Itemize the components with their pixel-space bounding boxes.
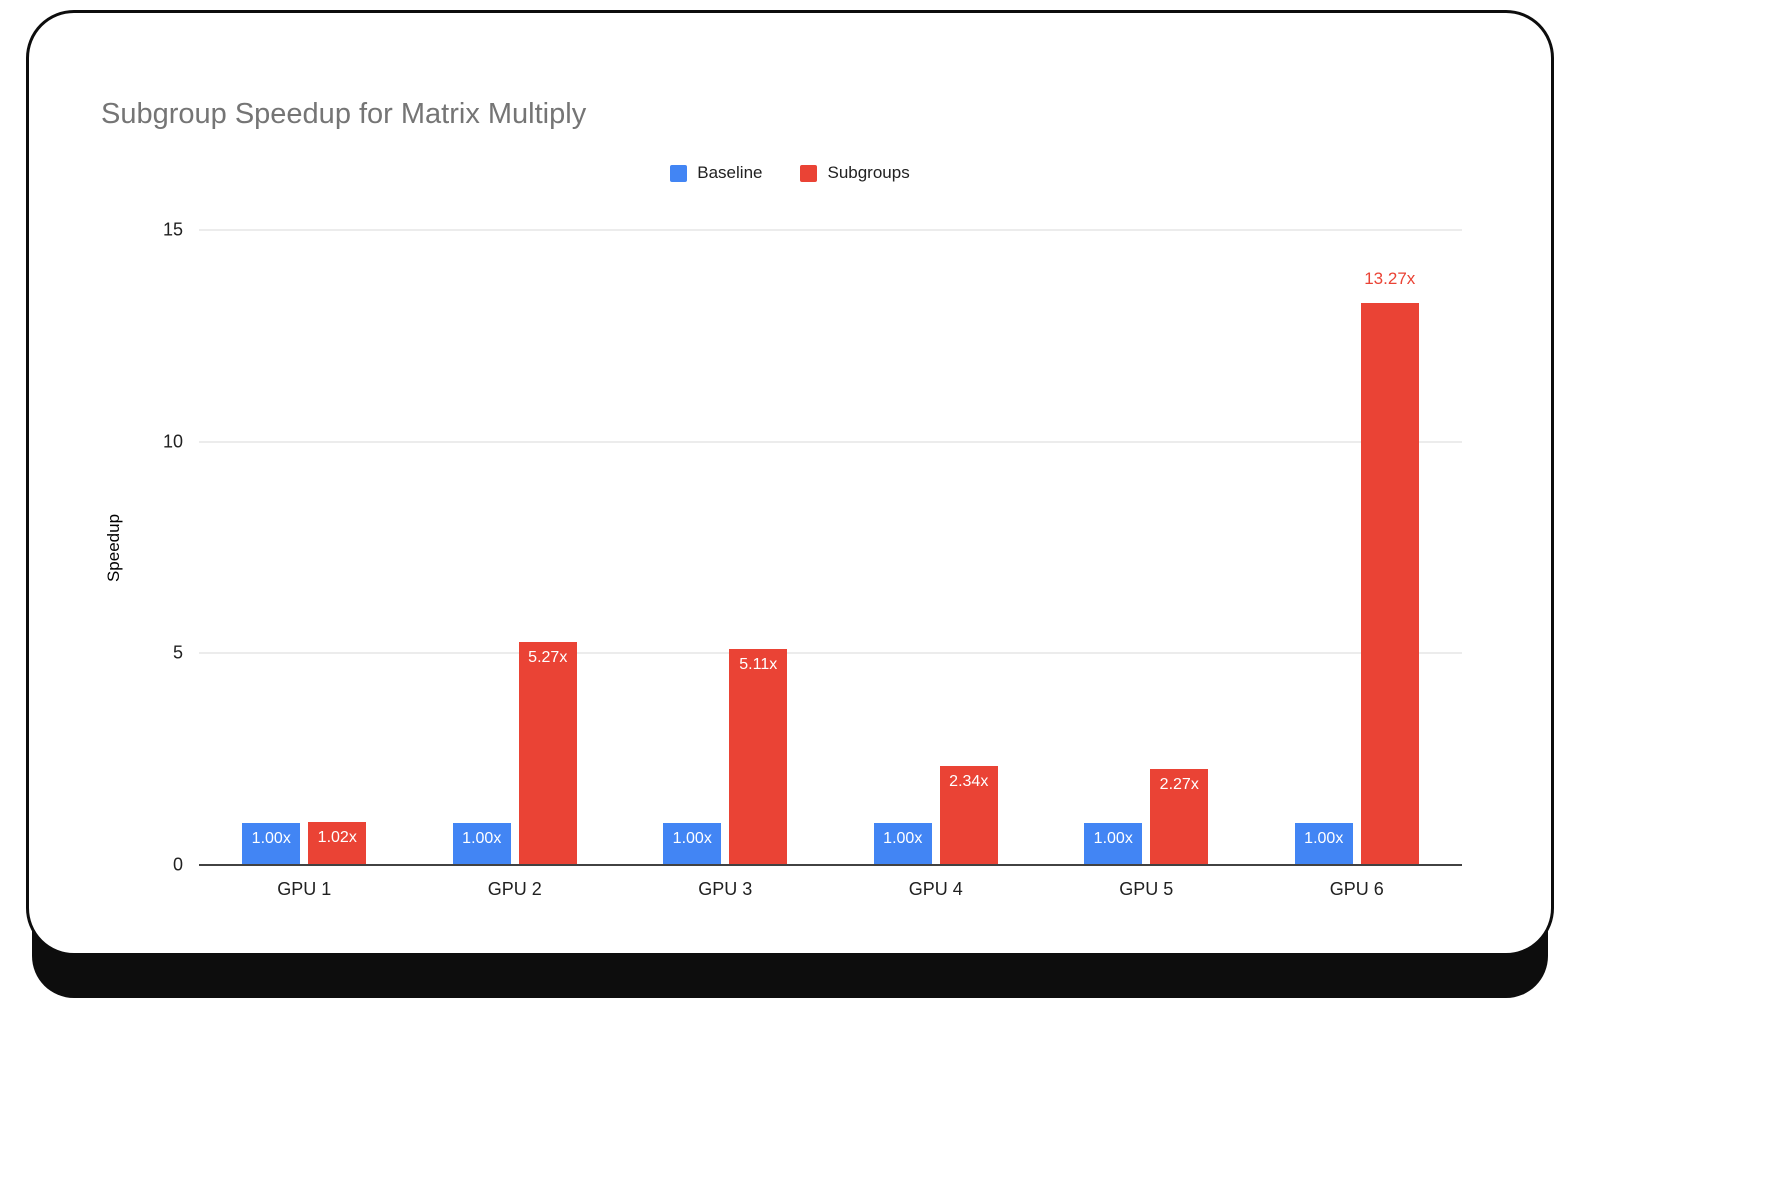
- bar-baseline-gpu-1: 1.00x: [242, 822, 301, 865]
- bar-value-label-baseline-gpu-6: 1.00x: [1304, 829, 1344, 847]
- bar-group-gpu-2: 1.00x 5.27x: [410, 230, 621, 865]
- bar-subgroups-gpu-4: 2.34x: [939, 765, 998, 865]
- x-axis-label-gpu-5: GPU 5: [1119, 879, 1174, 899]
- bar-group-gpu-6: 1.00x 13.27x: [1252, 230, 1463, 865]
- bar-subgroups-gpu-3: 5.11x: [729, 648, 788, 865]
- legend-label-subgroups: Subgroups: [827, 163, 910, 182]
- gridlines: [199, 229, 1462, 866]
- bar-groups: 1.00x 1.02x 1.00x 5.27x 1.00x 5.11x 1.00x 2.34x…: [199, 230, 1462, 865]
- x-axis-label-gpu-3: GPU 3: [698, 879, 753, 899]
- bar-value-label-subgroups-gpu-1: 1.02x: [317, 828, 357, 846]
- bar-value-label-baseline-gpu-2: 1.00x: [462, 829, 502, 847]
- plot-area: 1.00x 1.02x 1.00x 5.27x 1.00x 5.11x 1.00x 2.34x…: [199, 229, 1462, 866]
- legend-item-baseline: Baseline: [670, 163, 762, 183]
- bar-value-label-subgroups-gpu-5: 2.27x: [1159, 775, 1199, 793]
- bar-group-gpu-1: 1.00x 1.02x: [199, 230, 410, 865]
- gridline-10: [199, 441, 1462, 443]
- bar-value-label-baseline-gpu-4: 1.00x: [883, 829, 923, 847]
- y-tick-label-0: 0: [172, 854, 183, 875]
- legend-swatch-subgroups: [800, 164, 818, 182]
- bar-subgroups-gpu-1: 1.02x: [308, 821, 367, 865]
- bar-subgroups-gpu-2: 5.27x: [518, 641, 577, 865]
- x-axis-label-gpu-4: GPU 4: [908, 879, 963, 899]
- bar-baseline-gpu-3: 1.00x: [663, 822, 722, 865]
- bar-baseline-gpu-5: 1.00x: [1084, 822, 1143, 865]
- legend-item-subgroups: Subgroups: [800, 163, 910, 183]
- chart-title: Subgroup Speedup for Matrix Multiply: [101, 98, 587, 130]
- gridline-15: [199, 229, 1462, 231]
- x-axis-label-gpu-2: GPU 2: [487, 879, 542, 899]
- y-tick-label-5: 5: [172, 642, 183, 663]
- gridline-5: [199, 652, 1462, 654]
- bar-value-label-subgroups-gpu-2: 5.27x: [528, 648, 568, 666]
- bar-value-label-subgroups-gpu-3: 5.11x: [739, 655, 778, 673]
- bar-group-gpu-4: 1.00x 2.34x: [831, 230, 1042, 865]
- bar-value-label-baseline-gpu-1: 1.00x: [251, 829, 291, 847]
- bar-value-label-baseline-gpu-3: 1.00x: [672, 829, 712, 847]
- y-tick-label-15: 15: [162, 219, 183, 240]
- bar-group-gpu-5: 1.00x 2.27x: [1041, 230, 1252, 865]
- x-axis-labels: GPU 1 GPU 2 GPU 3 GPU 4 GPU 5 GPU 6: [199, 879, 1462, 900]
- y-axis-ticks: 0 5 10 15: [29, 220, 189, 875]
- bar-subgroups-gpu-6: 13.27x: [1360, 269, 1419, 865]
- x-axis-label-gpu-6: GPU 6: [1329, 879, 1384, 899]
- x-axis-label-gpu-1: GPU 1: [277, 879, 332, 899]
- x-axis-line: [199, 864, 1462, 866]
- bar-baseline-gpu-2: 1.00x: [452, 822, 511, 865]
- legend-label-baseline: Baseline: [697, 163, 763, 182]
- bar-value-label-subgroups-gpu-6: 13.27x: [1364, 269, 1416, 289]
- bar-subgroups-gpu-5: 2.27x: [1150, 768, 1209, 865]
- legend: Baseline Subgroups: [29, 163, 1551, 183]
- bar-baseline-gpu-6: 1.00x: [1294, 822, 1353, 865]
- bar-baseline-gpu-4: 1.00x: [873, 822, 932, 865]
- y-tick-label-10: 10: [162, 431, 183, 452]
- bar-value-label-baseline-gpu-5: 1.00x: [1093, 829, 1133, 847]
- bar-value-label-subgroups-gpu-4: 2.34x: [949, 772, 989, 790]
- bar-group-gpu-3: 1.00x 5.11x: [620, 230, 831, 865]
- legend-swatch-baseline: [670, 164, 688, 182]
- chart-card: Subgroup Speedup for Matrix Multiply Bas…: [26, 10, 1554, 956]
